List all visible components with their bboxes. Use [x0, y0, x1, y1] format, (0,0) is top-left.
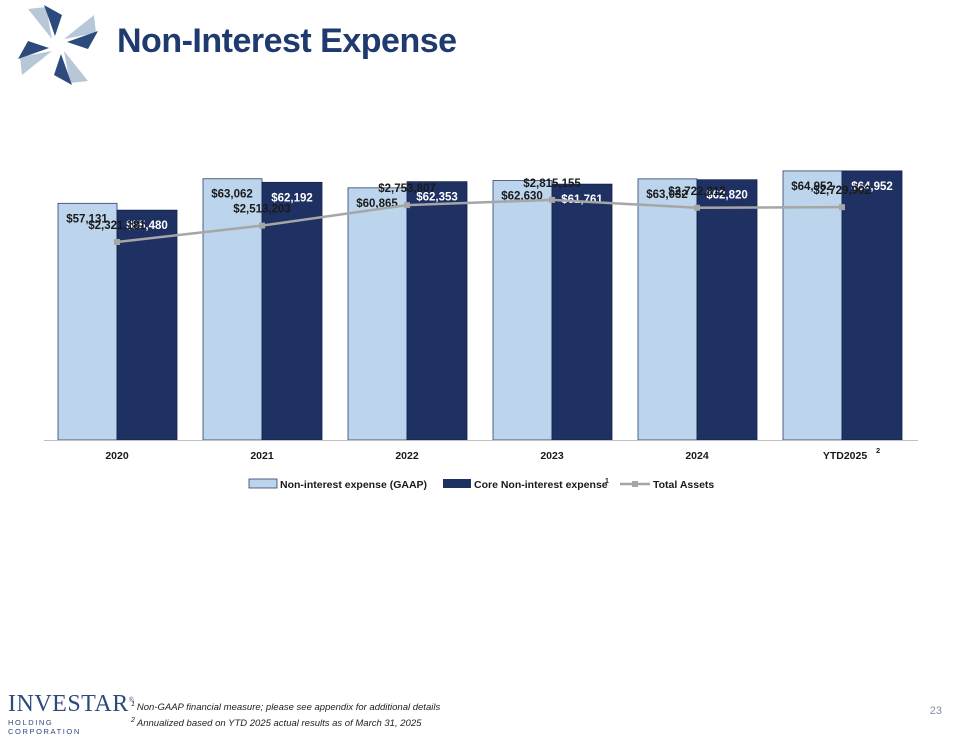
- core-bar: [551, 183, 613, 441]
- page-number: 23: [929, 705, 942, 717]
- legend-assets-label: Total Assets: [653, 479, 714, 491]
- core-bar-label: $62,192: [271, 192, 313, 204]
- core-bar: [841, 170, 903, 441]
- x-tick-label: 2022: [395, 450, 419, 462]
- brand-name-text: INVESTAR: [8, 691, 129, 717]
- core-bar-label: $62,820: [706, 190, 748, 202]
- gaap-bar: [637, 178, 698, 441]
- legend-core-swatch: [443, 479, 471, 488]
- footnote-1-text: Non-GAAP financial measure; please see a…: [136, 702, 441, 714]
- footnote-2: 2 Annualized based on YTD 2025 actual res…: [131, 714, 440, 730]
- x-tick-label: 2021: [250, 450, 274, 462]
- brand-name: INVESTAR®: [8, 688, 134, 717]
- core-bar-label: $64,952: [851, 181, 893, 193]
- x-tick-label: YTD2025: [823, 450, 868, 462]
- total-assets-point: [404, 202, 410, 209]
- gaap-bar-label: $64,952: [791, 181, 833, 193]
- footnote-2-text: Annualized based on YTD 2025 actual resu…: [136, 718, 422, 730]
- core-bar: [261, 181, 323, 441]
- legend-core-label: Core Non-interest expense: [474, 479, 608, 491]
- gaap-bar: [492, 180, 553, 441]
- gaap-bar: [347, 187, 408, 441]
- total-assets-label: $2,321,181: [88, 220, 146, 232]
- total-assets-label: $2,815,155: [523, 178, 581, 190]
- total-assets-point: [114, 239, 120, 246]
- gaap-bar-label: $57,131: [66, 213, 108, 225]
- total-assets-line: [116, 198, 843, 244]
- total-assets-point: [694, 204, 700, 211]
- legend-gaap-label: Non-interest expense (GAAP): [280, 479, 427, 491]
- footnote-1-mark: 1: [131, 701, 135, 708]
- core-bar-label: $55,480: [126, 220, 168, 232]
- footnotes: 1 Non-GAAP financial measure; please see …: [131, 698, 440, 730]
- core-bar: [696, 179, 758, 441]
- gaap-bar: [57, 202, 118, 441]
- legend-core-superscript: 1: [605, 478, 609, 485]
- total-assets-point: [839, 204, 845, 211]
- total-assets-label: $2,722,812: [668, 186, 726, 198]
- gaap-bar-label: $63,062: [211, 189, 253, 201]
- total-assets-label: $2,729,902: [813, 185, 871, 197]
- total-assets-label: $2,513,203: [233, 204, 291, 216]
- brand-subtitle: HOLDING CORPORATION: [8, 718, 81, 736]
- gaap-bar-label: $63,032: [646, 189, 688, 201]
- core-bar: [116, 209, 178, 441]
- footnote-2-mark: 2: [131, 717, 135, 725]
- x-tick-label: 2020: [105, 450, 129, 462]
- x-tick-superscript: 2: [876, 446, 880, 455]
- gaap-bar: [202, 178, 263, 441]
- total-assets-label: $2,753,807: [378, 183, 436, 195]
- gaap-bar: [782, 170, 843, 441]
- total-assets-point: [259, 222, 265, 229]
- footnote-1: 1 Non-GAAP financial measure; please see …: [131, 698, 440, 714]
- x-tick-label: 2024: [685, 450, 709, 462]
- core-bar-label: $62,353: [416, 192, 458, 204]
- x-tick-label: 2023: [540, 450, 564, 462]
- total-assets-point: [549, 196, 555, 203]
- page-title: Non-Interest Expense: [117, 22, 457, 60]
- company-logo-icon: [18, 5, 98, 85]
- legend-assets-swatch-point: [632, 481, 638, 487]
- legend-gaap-swatch: [248, 478, 278, 489]
- core-bar: [406, 181, 468, 441]
- footer-brand-logo: INVESTAR® HOLDING CORPORATION: [8, 688, 134, 736]
- brand-registered-mark: ®: [128, 696, 135, 704]
